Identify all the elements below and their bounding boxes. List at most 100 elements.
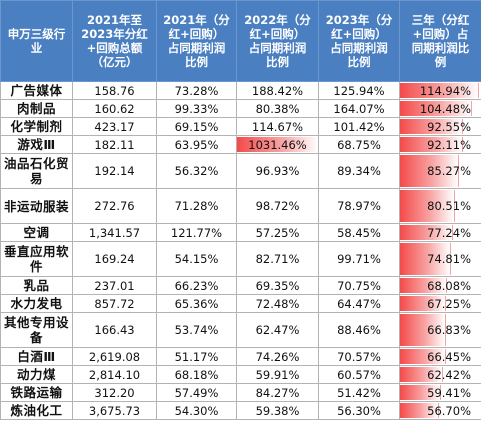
ratio-2022-text: 74.26% [255,349,300,364]
ratio-2023-cell: 60.57% [318,365,400,384]
ratio-three-year-text: 92.55% [427,119,471,134]
ratio-three-year-cell: 62.42% [399,365,481,384]
ratio-2022-cell: 80.38% [236,99,319,118]
ratio-2023-cell: 56.30% [318,401,400,420]
ratio-three-year-cell: 74.81% [399,241,481,277]
ratio-2022-cell: 59.38% [236,401,319,420]
table-row: 油品石化贸易 192.14 56.32% 96.93% 89.34% 85.27% [0,153,481,189]
table-row: 炼油化工 3,675.73 54.30% 59.38% 56.30% 56.70% [0,401,481,420]
ratio-three-year-text: 85.27% [427,164,471,178]
ratio-2022-text: 114.67% [251,119,304,134]
ratio-2022-cell: 57.25% [236,223,319,242]
ratio-three-year-cell: 59.41% [399,383,481,402]
ratio-2023-cell: 78.97% [318,188,400,224]
data-bar-three-year [400,243,452,275]
ratio-2021-cell: 121.77% [156,223,237,242]
ratio-2022-cell: 96.93% [236,153,319,189]
ratio-2023-cell: 58.45% [318,223,400,242]
ratio-three-year-cell: 68.08% [399,276,481,295]
industry-cell: 化学制剂 [0,117,73,136]
table-row: 铁路运输 312.20 57.49% 84.27% 51.42% 59.41% [0,383,481,402]
total-cell: 158.76 [72,81,157,100]
ratio-2021-cell: 66.23% [156,276,237,295]
ratio-2023-cell: 164.07% [318,99,400,118]
ratio-2023-cell: 89.34% [318,153,400,189]
total-cell: 182.11 [72,135,157,154]
industry-cell: 空调 [0,223,73,242]
ratio-three-year-text: 66.45% [427,349,471,364]
table-row: 水力发电 857.72 65.36% 72.48% 64.47% 67.25% [0,294,481,313]
ratio-2022-text: 59.91% [255,367,300,382]
ratio-2022-cell: 59.91% [236,365,319,384]
data-bar-three-year [400,119,464,134]
ratio-2022-text: 82.71% [255,252,300,266]
ratio-three-year-cell: 66.45% [399,347,481,366]
data-bar-three-year [400,385,442,400]
table-row: 游戏Ⅲ 182.11 63.95% 1031.46% 68.75% 92.11% [0,135,481,154]
ratio-2022-text: 62.47% [255,323,300,337]
industry-cell: 肉制品 [0,99,73,118]
ratio-2023-cell: 101.42% [318,117,400,136]
header-three-year-ratio: 三年（分红 +回购）占 同期利润比 例 [399,0,481,82]
total-cell: 160.62 [72,99,157,118]
table-row: 乳品 237.01 66.23% 69.35% 70.75% 68.08% [0,276,481,295]
ratio-2021-cell: 54.30% [156,401,237,420]
ratio-three-year-text: 67.25% [427,296,471,311]
ratio-2022-cell: 72.48% [236,294,319,313]
ratio-2022-cell: 62.47% [236,312,319,348]
ratio-2023-cell: 125.94% [318,81,400,100]
industry-cell: 乳品 [0,276,73,295]
ratio-three-year-text: 80.51% [427,199,471,213]
ratio-three-year-text: 56.70% [427,403,471,418]
total-cell: 2,814.10 [72,365,157,384]
ratio-2023-cell: 70.57% [318,347,400,366]
ratio-2022-cell: 98.72% [236,188,319,224]
ratio-2022-text: 57.25% [255,225,300,240]
ratio-2021-cell: 73.28% [156,81,237,100]
total-cell: 166.43 [72,312,157,348]
ratio-three-year-text: 66.83% [427,323,471,337]
table-row: 白酒Ⅲ 2,619.08 51.17% 74.26% 70.57% 66.45% [0,347,481,366]
industry-cell: 水力发电 [0,294,73,313]
ratio-three-year-cell: 80.51% [399,188,481,224]
ratio-three-year-text: 77.24% [427,225,471,240]
ratio-2021-cell: 63.95% [156,135,237,154]
ratio-2022-text: 98.72% [255,199,300,213]
ratio-three-year-cell: 104.48% [399,99,481,118]
ratio-2022-cell: 84.27% [236,383,319,402]
industry-cell: 其他专用设备 [0,312,73,348]
ratio-2021-cell: 53.74% [156,312,237,348]
ratio-2021-cell: 69.15% [156,117,237,136]
ratio-three-year-cell: 67.25% [399,294,481,313]
industry-cell: 油品石化贸易 [0,153,73,189]
ratio-2022-text: 69.35% [255,278,300,293]
table-row: 肉制品 160.62 99.33% 80.38% 164.07% 104.48% [0,99,481,118]
ratio-2022-cell: 114.67% [236,117,319,136]
ratio-2022-cell: 69.35% [236,276,319,295]
ratio-2022-cell: 82.71% [236,241,319,277]
ratio-three-year-cell: 92.11% [399,135,481,154]
data-bar-three-year [400,83,479,98]
header-2022-ratio: 2022年（分 红+回购） 占同期利润 比例 [236,0,319,82]
ratio-2021-cell: 65.36% [156,294,237,313]
industry-cell: 游戏Ⅲ [0,135,73,154]
ratio-2021-cell: 57.49% [156,383,237,402]
header-industry: 申万三级行业 [0,0,73,82]
data-bar-three-year [400,190,456,222]
table-row: 化学制剂 423.17 69.15% 114.67% 101.42% 92.55% [0,117,481,136]
ratio-2022-text: 72.48% [255,296,300,311]
data-bar-three-year [400,403,440,418]
data-bar-three-year [400,367,444,382]
table-row: 垂直应用软件 169.24 54.15% 82.71% 99.71% 74.81% [0,241,481,277]
ratio-2021-cell: 54.15% [156,241,237,277]
ratio-three-year-text: 104.48% [419,101,471,116]
ratio-2021-cell: 68.18% [156,365,237,384]
data-bar-three-year [400,155,459,187]
industry-cell: 炼油化工 [0,401,73,420]
table-row: 非运动服装 272.76 71.28% 98.72% 78.97% 80.51% [0,188,481,224]
ratio-2021-cell: 71.28% [156,188,237,224]
ratio-2022-text: 188.42% [251,83,304,98]
ratio-2022-text: 1031.46% [248,137,307,152]
ratio-2022-text: 80.38% [255,101,300,116]
data-bar-three-year [400,296,447,311]
